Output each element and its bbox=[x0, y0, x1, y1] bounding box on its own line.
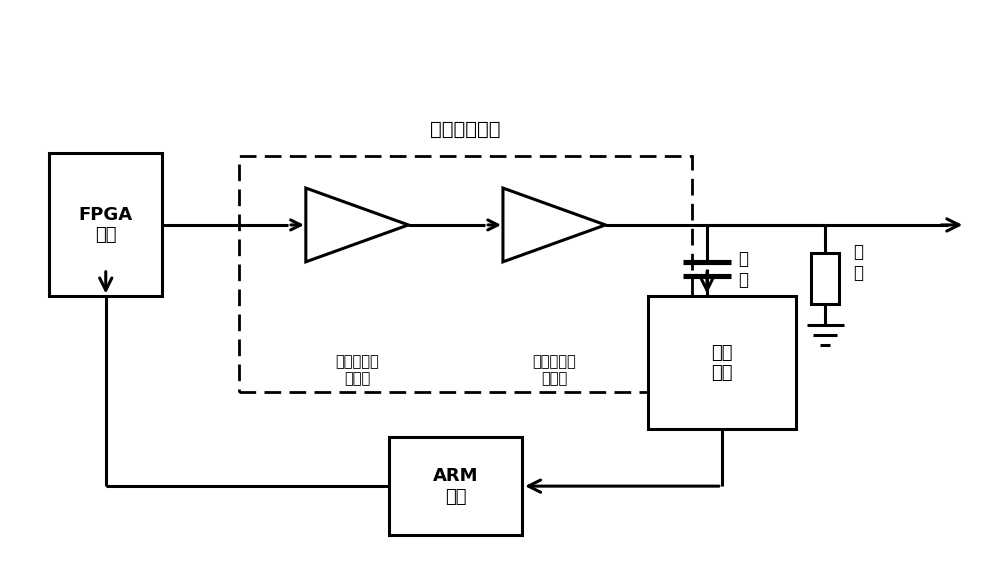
Bar bbox=[49, 153, 162, 296]
Bar bbox=[648, 296, 796, 430]
Bar bbox=[239, 156, 692, 393]
Text: 负
载: 负 载 bbox=[853, 243, 863, 282]
Text: 功率放大电路: 功率放大电路 bbox=[430, 120, 501, 139]
Text: ARM
电路: ARM 电路 bbox=[433, 467, 478, 505]
Text: 第二级增益
放大器: 第二级增益 放大器 bbox=[532, 354, 576, 387]
Bar bbox=[811, 252, 839, 304]
Text: 电
容: 电 容 bbox=[739, 250, 749, 289]
Bar bbox=[389, 437, 522, 536]
Text: 检波
电路: 检波 电路 bbox=[711, 343, 733, 382]
Text: 第一级增益
放大器: 第一级增益 放大器 bbox=[335, 354, 379, 387]
Text: FPGA
电路: FPGA 电路 bbox=[79, 206, 133, 244]
